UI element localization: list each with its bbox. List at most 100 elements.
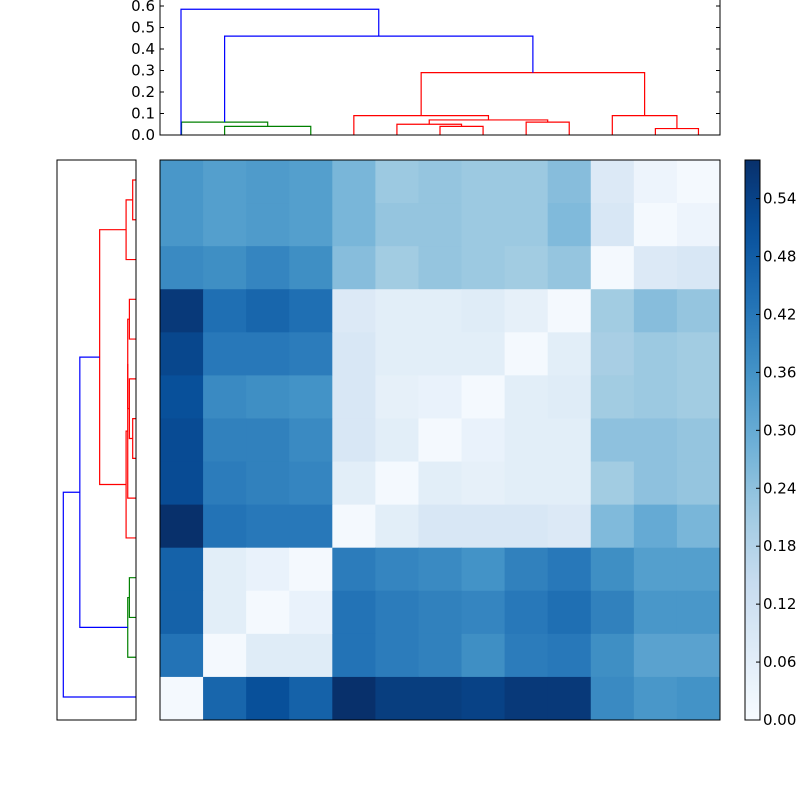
colorbar-tick-label: 0.48 [763,248,796,266]
heatmap-cell [633,590,678,635]
heatmap-cell [418,332,463,376]
heatmap-cell [375,203,419,247]
heatmap-cell [418,418,463,463]
heatmap-cell [504,375,549,419]
heatmap-cell [590,289,635,333]
heatmap-cell [332,246,376,290]
heatmap-cell [547,246,592,290]
colorbar: 0.00 0.06 0.12 0.18 0.24 0.30 0.36 0.42 0.48 0.54 [744,159,796,729]
heatmap-cell [203,289,247,333]
left-dendrogram-link [128,577,136,619]
heatmap-cell [676,203,721,247]
heatmap-cell [504,160,549,204]
heatmap-cell [418,504,463,549]
colorbar-tick-label: 0.30 [763,421,796,439]
heatmap-cell [547,203,592,247]
heatmap-cell [461,289,506,333]
heatmap-cell [246,203,290,247]
heatmap-cell [203,246,247,290]
heatmap-cell [375,547,419,592]
heatmap-cell [160,590,204,635]
heatmap-cell [418,676,463,721]
heatmap-cell [203,504,247,549]
heatmap-cell [547,590,592,635]
heatmap-cell [590,160,635,204]
top-dendrogram-link [353,115,490,135]
heatmap-cell [547,332,592,376]
heatmap-cell [676,633,721,678]
heatmap-cell [590,633,635,678]
heatmap-cell [504,547,549,592]
heatmap-cell [375,332,419,376]
heatmap-cell [418,461,463,506]
heatmap-cell [332,203,376,247]
heatmap-cell [160,289,204,333]
heatmap-cell [160,203,204,247]
heatmap-cell [332,418,376,463]
heatmap-cell [633,676,678,721]
heatmap-cell [590,590,635,635]
left-dendrogram-link [125,199,136,261]
heatmap-cell [203,332,247,376]
heatmap-cell [289,418,333,463]
heatmap-cell [332,375,376,419]
colorbar-tick-label: 0.36 [763,363,796,381]
heatmap-cell [633,461,678,506]
heatmap-cell [203,203,247,247]
heatmap-cell [246,461,290,506]
heatmap-cell [418,547,463,592]
heatmap-cell [246,418,290,463]
colorbar-tick-label: 0.18 [763,537,796,555]
heatmap-cell [633,633,678,678]
heatmap-cell [203,375,247,419]
top-y-tick-label: 0.2 [131,83,155,101]
top-dendrogram-link [611,115,678,135]
heatmap-cell [418,289,463,333]
colorbar-tick-label: 0.54 [763,190,796,208]
heatmap-cell [461,160,506,204]
top-dendrogram-link [224,125,312,135]
heatmap-cell [246,676,290,721]
heatmap-cell [504,418,549,463]
heatmap-cell [418,246,463,290]
heatmap-cell [418,160,463,204]
heatmap-cell [590,203,635,247]
top-dendrogram: 0.0 0.1 0.2 0.3 0.4 0.5 0.6 [131,0,721,144]
heatmap-cell [246,332,290,376]
left-dendrogram-link [127,318,130,410]
heatmap-cell [547,375,592,419]
heatmap-cell [289,289,333,333]
heatmap-cell [418,375,463,419]
heatmap-cell [547,633,592,678]
colorbar-tick-label: 0.42 [763,305,796,323]
heatmap-cell [289,246,333,290]
left-dendrogram-frame [56,159,137,721]
left-dendrogram-link [132,418,136,459]
heatmap-cell [547,160,592,204]
left-dendrogram [56,159,137,721]
left-dendrogram-link [125,430,136,539]
heatmap-cell [289,633,333,678]
top-y-tick-label: 0.6 [131,0,155,15]
colorbar-tick-label: 0.24 [763,479,796,497]
heatmap-cell [676,590,721,635]
heatmap-cell [375,461,419,506]
heatmap-cell [332,547,376,592]
heatmap-cell [676,504,721,549]
top-dendrogram-link [439,125,484,135]
heatmap-cell [375,289,419,333]
heatmap-cell [160,633,204,678]
heatmap-cell [203,418,247,463]
heatmap-cell [246,160,290,204]
heatmap-cell [590,418,635,463]
heatmap-cell [590,504,635,549]
heatmap-cell [332,160,376,204]
heatmap-cell [332,289,376,333]
heatmap-cell [203,160,247,204]
heatmap-cell [504,676,549,721]
heatmap-cell [461,461,506,506]
heatmap-cell [332,633,376,678]
heatmap-cell [203,590,247,635]
heatmap-cell [418,203,463,247]
